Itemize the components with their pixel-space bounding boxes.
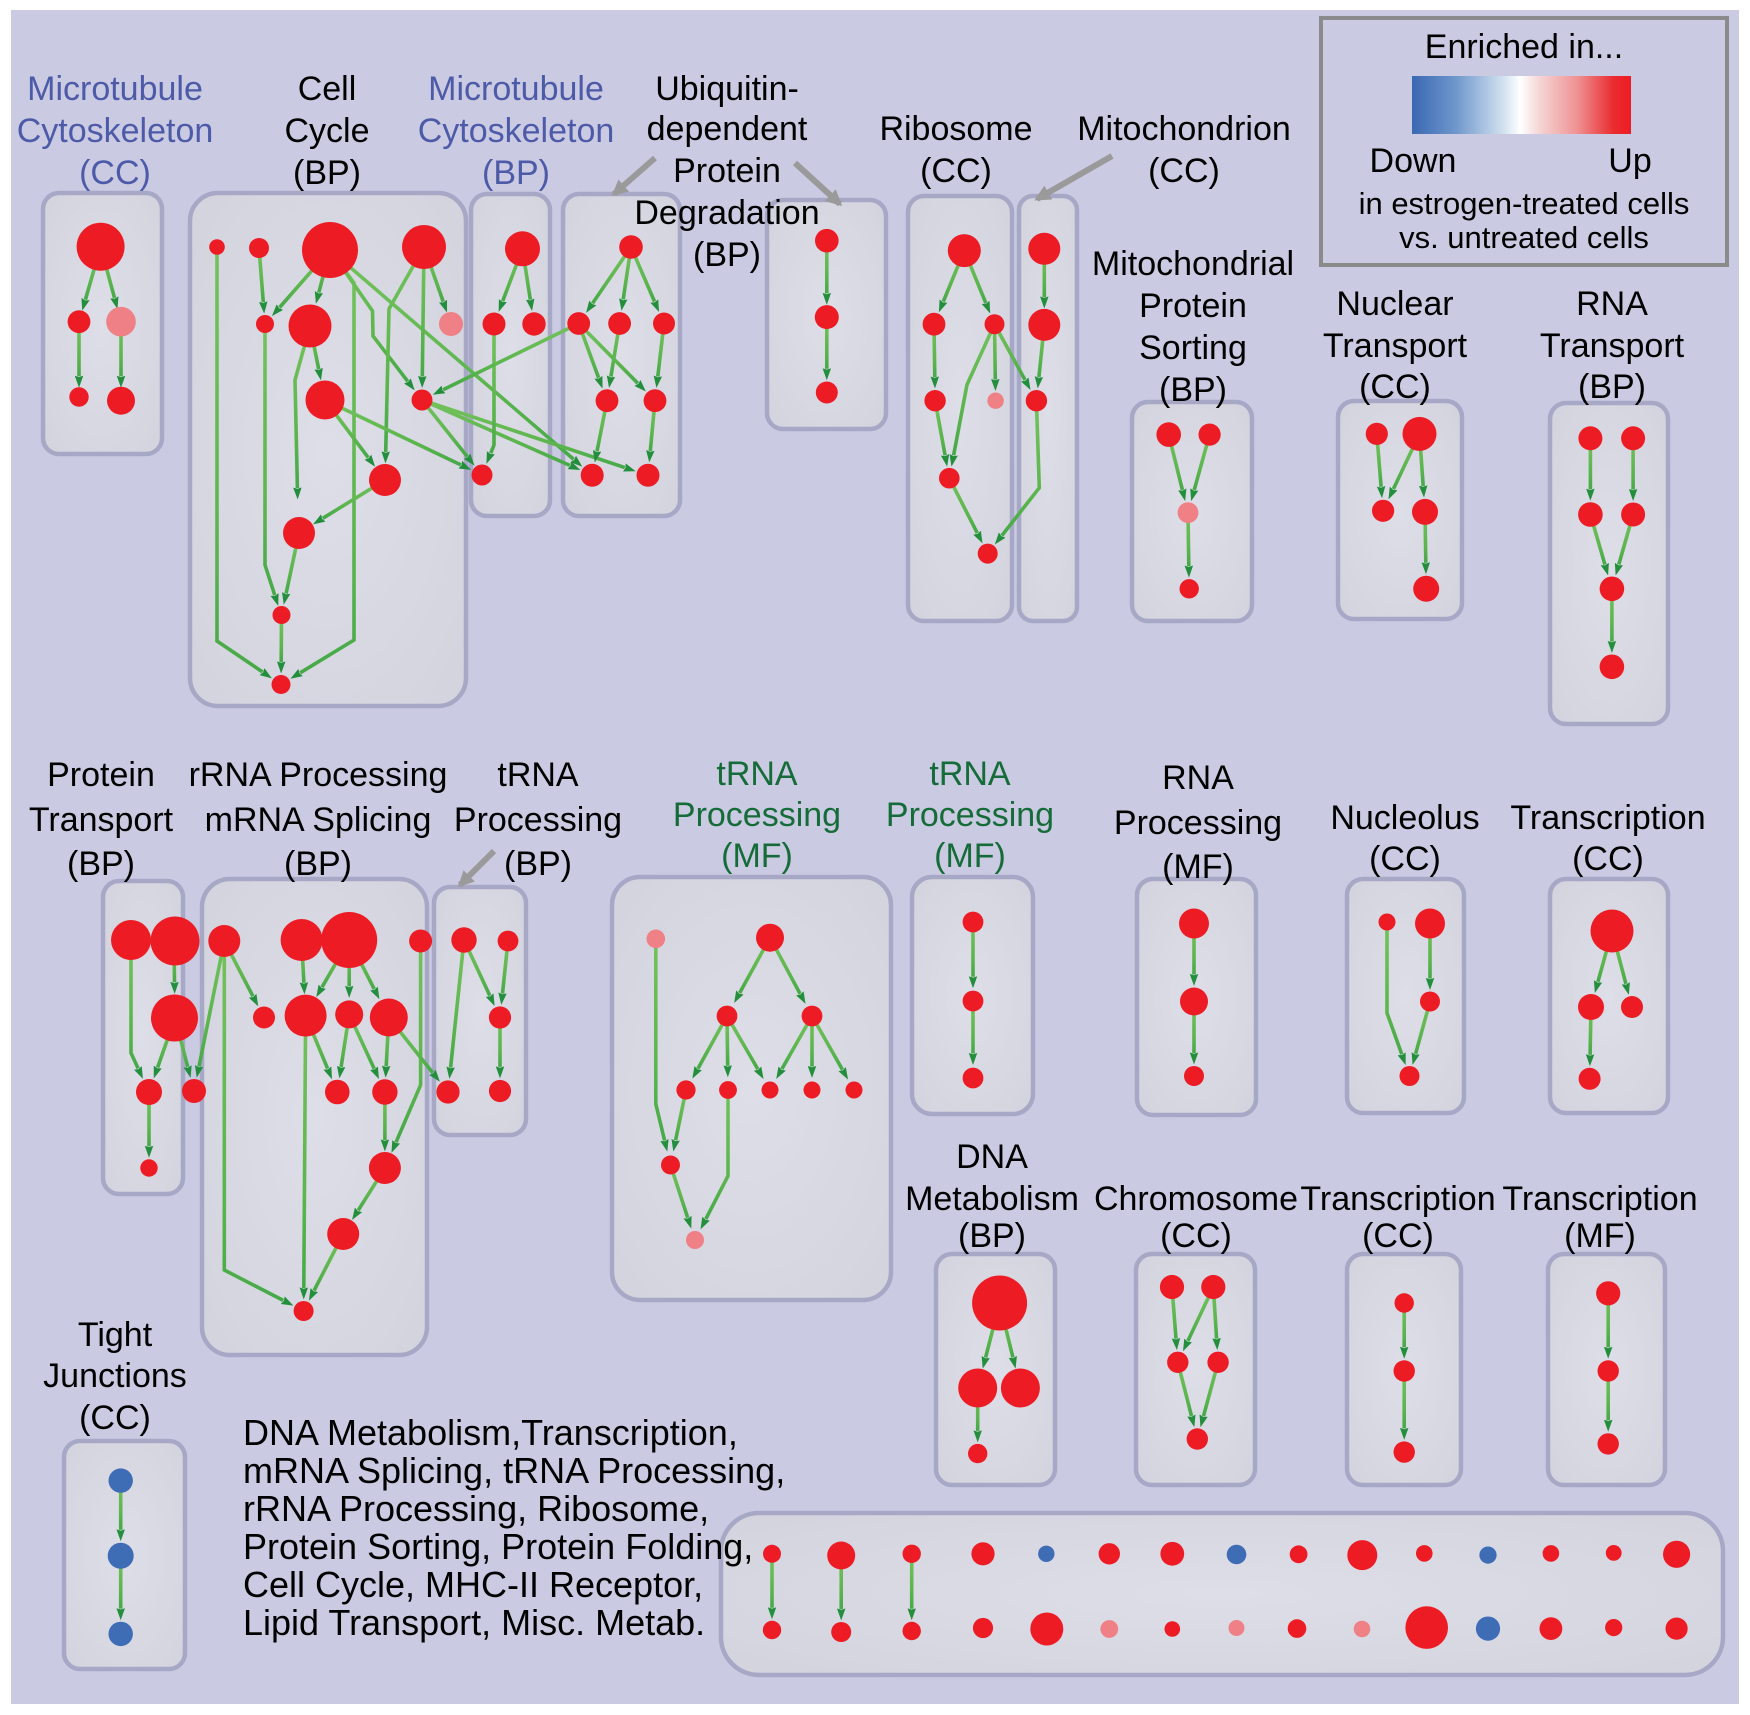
- svg-text:Transcription: Transcription: [1510, 799, 1705, 837]
- svg-text:mRNA Splicing: mRNA Splicing: [205, 801, 432, 839]
- svg-text:tRNA: tRNA: [929, 755, 1011, 793]
- svg-text:Ubiquitin-: Ubiquitin-: [655, 70, 799, 108]
- svg-text:Enriched in...: Enriched in...: [1425, 28, 1623, 66]
- svg-text:(CC): (CC): [920, 152, 992, 190]
- svg-text:Transcription: Transcription: [1502, 1180, 1697, 1218]
- svg-text:tRNA: tRNA: [716, 755, 798, 793]
- svg-text:Transcription: Transcription: [1300, 1180, 1495, 1218]
- svg-text:Cell: Cell: [298, 70, 357, 108]
- svg-text:Microtubule: Microtubule: [27, 70, 203, 108]
- svg-text:(CC): (CC): [1362, 1217, 1434, 1255]
- svg-text:Up: Up: [1608, 142, 1651, 180]
- svg-text:Processing: Processing: [454, 801, 622, 839]
- svg-text:(CC): (CC): [79, 1399, 151, 1437]
- svg-text:Mitochondrion: Mitochondrion: [1077, 110, 1291, 148]
- svg-text:Metabolism: Metabolism: [905, 1180, 1079, 1218]
- svg-text:vs. untreated cells: vs. untreated cells: [1399, 220, 1649, 255]
- svg-text:Chromosome: Chromosome: [1094, 1180, 1298, 1218]
- svg-text:Protein: Protein: [673, 152, 781, 190]
- svg-text:Microtubule: Microtubule: [428, 70, 604, 108]
- svg-text:Transport: Transport: [29, 801, 174, 839]
- svg-text:(BP): (BP): [958, 1217, 1026, 1255]
- svg-text:Cytoskeleton: Cytoskeleton: [17, 112, 214, 150]
- svg-text:RNA: RNA: [1576, 285, 1648, 323]
- svg-text:Junctions: Junctions: [43, 1357, 187, 1395]
- svg-text:Mitochondrial: Mitochondrial: [1092, 245, 1294, 283]
- svg-text:Transport: Transport: [1323, 327, 1468, 365]
- svg-text:in estrogen-treated cells: in estrogen-treated cells: [1359, 186, 1690, 221]
- svg-text:(CC): (CC): [79, 154, 151, 192]
- svg-text:Processing: Processing: [886, 796, 1054, 834]
- svg-text:Sorting: Sorting: [1139, 329, 1247, 367]
- svg-text:rRNA Processing: rRNA Processing: [189, 756, 448, 794]
- svg-text:(MF): (MF): [1162, 848, 1234, 886]
- svg-text:Protein Sorting, Protein Foldi: Protein Sorting, Protein Folding,: [243, 1526, 753, 1567]
- svg-text:Protein: Protein: [47, 756, 155, 794]
- svg-text:(CC): (CC): [1160, 1217, 1232, 1255]
- svg-text:(CC): (CC): [1369, 840, 1441, 878]
- svg-text:DNA Metabolism,Transcription,: DNA Metabolism,Transcription,: [243, 1412, 738, 1453]
- svg-text:(BP): (BP): [693, 236, 761, 274]
- svg-text:Transport: Transport: [1540, 327, 1685, 365]
- svg-text:(CC): (CC): [1148, 152, 1220, 190]
- svg-text:Down: Down: [1370, 142, 1457, 180]
- svg-text:(MF): (MF): [934, 837, 1006, 875]
- svg-text:(MF): (MF): [1564, 1217, 1636, 1255]
- svg-text:Cycle: Cycle: [284, 112, 369, 150]
- svg-text:dependent: dependent: [647, 110, 808, 148]
- svg-text:Nucleolus: Nucleolus: [1330, 799, 1479, 837]
- svg-text:Tight: Tight: [78, 1316, 153, 1354]
- svg-text:rRNA Processing, Ribosome,: rRNA Processing, Ribosome,: [243, 1488, 709, 1529]
- svg-text:(BP): (BP): [1578, 368, 1646, 406]
- svg-text:Nuclear: Nuclear: [1336, 285, 1453, 323]
- svg-text:(BP): (BP): [67, 845, 135, 883]
- svg-text:mRNA Splicing, tRNA Processing: mRNA Splicing, tRNA Processing,: [243, 1450, 785, 1491]
- svg-text:Cytoskeleton: Cytoskeleton: [418, 112, 615, 150]
- svg-text:(BP): (BP): [293, 154, 361, 192]
- svg-text:Ribosome: Ribosome: [879, 110, 1032, 148]
- svg-text:Processing: Processing: [673, 796, 841, 834]
- svg-text:Lipid Transport, Misc. Metab.: Lipid Transport, Misc. Metab.: [243, 1602, 705, 1643]
- svg-text:(BP): (BP): [284, 845, 352, 883]
- svg-text:(BP): (BP): [1159, 371, 1227, 409]
- svg-text:Processing: Processing: [1114, 804, 1282, 842]
- svg-text:Degradation: Degradation: [634, 194, 819, 232]
- svg-text:tRNA: tRNA: [497, 756, 579, 794]
- svg-text:Cell Cycle, MHC-II Receptor,: Cell Cycle, MHC-II Receptor,: [243, 1564, 703, 1605]
- svg-text:Protein: Protein: [1139, 287, 1247, 325]
- svg-text:RNA: RNA: [1162, 759, 1234, 797]
- svg-text:(BP): (BP): [504, 845, 572, 883]
- svg-text:DNA: DNA: [956, 1138, 1028, 1176]
- svg-text:(MF): (MF): [721, 837, 793, 875]
- svg-text:(BP): (BP): [482, 154, 550, 192]
- svg-text:(CC): (CC): [1572, 840, 1644, 878]
- svg-text:(CC): (CC): [1359, 368, 1431, 406]
